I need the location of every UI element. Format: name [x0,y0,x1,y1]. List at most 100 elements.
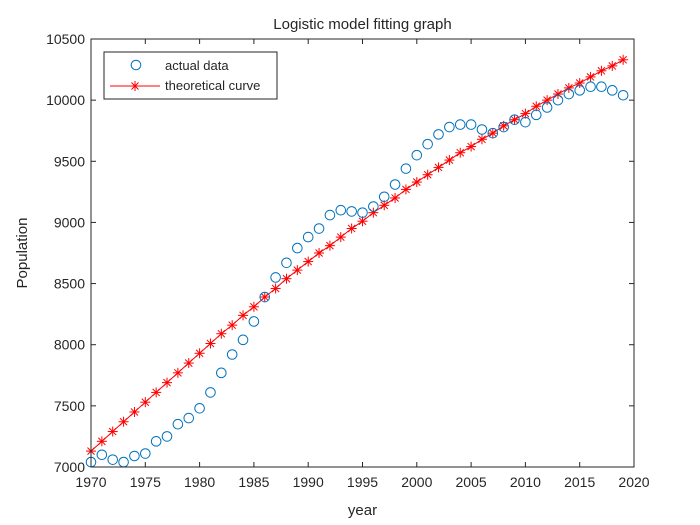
actual-data-point [281,257,292,269]
actual-data-point [205,387,216,398]
theoretical-point [596,65,607,76]
series-actual-data [85,81,629,468]
x-axis-label: year [348,502,377,519]
x-tick-label: 1995 [347,474,378,490]
theoretical-point [238,310,249,321]
theoretical-point [96,436,107,447]
x-tick-label: 1975 [130,474,161,490]
legend-asterisk-marker [130,81,140,91]
legend-circle-marker [130,59,142,71]
theoretical-point [390,192,401,203]
theoretical-point [433,162,444,173]
chart-title: Logistic model fitting graph [273,16,451,33]
actual-data-point [422,138,433,150]
actual-data-point [411,149,423,161]
theoretical-point [542,95,553,106]
actual-data-point [563,88,575,100]
x-tick-label: 2015 [564,474,595,490]
actual-data-point [520,116,531,128]
actual-data-point [96,449,108,461]
theoretical-point [335,232,346,243]
actual-data-point [596,81,607,92]
theoretical-point [162,377,173,388]
actual-data-point [150,436,162,447]
x-tick-label: 1970 [75,474,106,490]
actual-data-point [140,448,151,459]
theoretical-point [281,273,292,284]
actual-data-point [107,454,119,465]
actual-data-point [335,204,347,216]
actual-data-point [161,431,173,442]
actual-data-point [259,291,271,303]
theoretical-point [118,416,129,427]
theoretical-point [607,60,618,71]
actual-data-point [368,201,379,212]
y-tick-label: 10500 [46,31,85,47]
theoretical-point [618,54,629,65]
theoretical-point [227,320,238,331]
actual-data-point [400,163,412,174]
y-tick-label: 9000 [54,214,85,230]
series-theoretical-curve [86,54,629,457]
actual-data-point [433,129,444,140]
theoretical-point [140,397,151,408]
plot-frame [90,38,635,468]
actual-data-point [194,403,205,414]
actual-data-point [617,89,629,101]
theoretical-point [314,248,325,258]
actual-data-point [172,418,184,430]
theoretical-point [498,120,509,131]
theoretical-point [303,256,314,267]
actual-data-point [454,119,466,130]
actual-data-point [183,412,195,424]
theoretical-point [172,367,183,378]
actual-data-point [389,179,401,190]
actual-data-point [292,242,303,254]
theoretical-point [129,406,140,417]
legend-box [103,51,278,100]
theoretical-point [259,292,270,303]
y-tick-label: 7500 [54,398,85,414]
theoretical-point [151,387,162,398]
x-tick-label: 2020 [618,474,649,490]
actual-data-point [270,272,281,283]
data-series [85,54,629,468]
theoretical-point [324,240,335,251]
theoretical-point [194,348,205,359]
theoretical-point [574,78,585,89]
y-tick-label: 9500 [54,153,85,169]
theoretical-point [476,134,487,145]
actual-data-point [465,119,477,130]
theoretical-point [216,328,227,339]
legend-marker-theoretical [110,81,160,91]
actual-data-point [324,209,336,221]
theoretical-point [422,169,433,180]
x-tick-label: 2010 [510,474,541,490]
theoretical-point [411,177,422,188]
theoretical-point [379,200,390,211]
theoretical-point [585,71,596,82]
y-tick-label: 8500 [54,276,85,292]
theoretical-point [270,283,281,294]
legend-marker-actual [130,59,142,71]
x-tick-label: 1985 [238,474,269,490]
actual-data-point [498,121,509,133]
actual-data-point [346,206,357,217]
actual-data-point [378,191,390,203]
x-tick-label: 2000 [401,474,432,490]
theoretical-point [487,128,498,139]
actual-data-point [226,349,238,360]
theoretical-point [466,141,477,152]
actual-data-point [574,85,586,96]
actual-data-point [248,316,260,327]
theoretical-point [357,216,368,227]
actual-data-point [530,109,542,121]
legend-label-theoretical: theoretical curve [165,78,260,93]
actual-data-point [313,223,325,234]
actual-data-point [541,102,553,113]
actual-data-point [357,207,368,218]
actual-data-point [237,334,249,346]
theoretical-point [205,338,216,349]
y-tick-label: 10000 [46,92,85,108]
